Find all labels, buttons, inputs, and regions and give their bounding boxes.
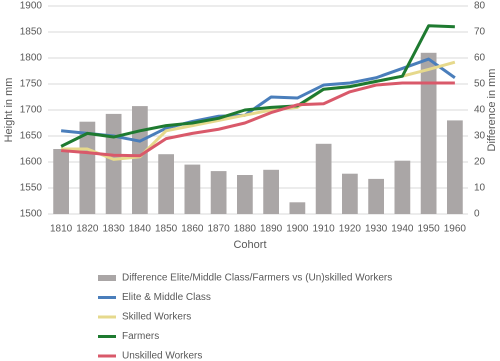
y2-tick-label: 10 <box>474 183 486 194</box>
x-tick-label: 1840 <box>129 224 152 235</box>
bar <box>105 113 122 214</box>
x-tick-label: 1900 <box>286 224 309 235</box>
bar <box>447 120 463 214</box>
x-tick-label: 1890 <box>260 224 283 235</box>
bar <box>263 169 279 214</box>
y-tick-label: 1550 <box>20 183 43 194</box>
y-tick-label: 1800 <box>20 53 43 64</box>
bar <box>420 52 437 214</box>
y-tick-label: 1650 <box>20 131 43 142</box>
y2-tick-label: 70 <box>474 27 486 38</box>
y2-tick-label: 40 <box>474 105 486 116</box>
bar <box>394 160 411 214</box>
y2-tick-label: 20 <box>474 157 486 168</box>
y2-tick-label: 30 <box>474 131 486 142</box>
legend-label: Farmers <box>122 331 159 342</box>
line <box>60 57 456 143</box>
x-tick-label: 1830 <box>103 224 126 235</box>
x-tick-label: 1870 <box>208 224 231 235</box>
line <box>61 81 455 158</box>
y-tick-label: 1500 <box>20 209 43 220</box>
bar <box>210 171 227 214</box>
line <box>60 24 455 148</box>
bar <box>342 173 358 214</box>
x-tick-label: 1950 <box>418 224 441 235</box>
legend-label: Elite & Middle Class <box>122 292 211 303</box>
legend-label: Skilled Workers <box>122 312 191 323</box>
y-axis-title: Height in mm <box>3 78 15 143</box>
y-tick-label: 1750 <box>20 79 43 90</box>
bar <box>289 202 306 214</box>
bar <box>315 143 332 214</box>
x-axis-title: Cohort <box>233 239 266 251</box>
y-tick-label: 1600 <box>20 157 43 168</box>
x-tick-label: 1910 <box>313 224 336 235</box>
x-tick-label: 1960 <box>444 224 467 235</box>
x-tick-label: 1850 <box>155 224 178 235</box>
legend-label: Unskilled Workers <box>122 351 202 361</box>
bar <box>368 178 384 214</box>
y2-tick-label: 80 <box>474 1 486 12</box>
x-tick-label: 1860 <box>181 224 204 235</box>
bar <box>184 164 201 214</box>
x-tick-label: 1820 <box>76 224 99 235</box>
y-tick-label: 1850 <box>20 27 43 38</box>
legend-swatch <box>98 275 116 281</box>
bar <box>132 106 148 214</box>
x-tick-label: 1810 <box>50 224 73 235</box>
y2-tick-label: 60 <box>474 53 486 64</box>
x-tick-label: 1930 <box>365 224 388 235</box>
y2-axis-title: Difference in mm <box>486 69 498 152</box>
bar <box>79 121 96 214</box>
bar <box>53 149 69 214</box>
y-tick-label: 1700 <box>20 105 43 116</box>
x-tick-label: 1920 <box>339 224 362 235</box>
legend-label: Difference Elite/Middle Class/Farmers vs… <box>122 273 392 284</box>
y2-tick-label: 0 <box>474 209 480 220</box>
bar <box>237 175 253 214</box>
x-tick-label: 1880 <box>234 224 257 235</box>
bar <box>158 154 174 214</box>
y-tick-label: 1900 <box>20 1 43 12</box>
y2-tick-label: 50 <box>474 79 486 90</box>
x-tick-label: 1940 <box>391 224 414 235</box>
